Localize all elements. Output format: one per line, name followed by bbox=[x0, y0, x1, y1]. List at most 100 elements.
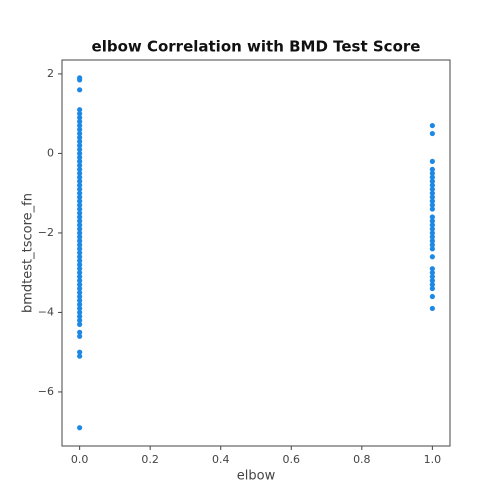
point bbox=[77, 119, 83, 125]
point bbox=[77, 230, 83, 236]
point bbox=[77, 87, 83, 93]
point bbox=[77, 250, 83, 256]
point bbox=[77, 278, 83, 284]
point bbox=[77, 150, 83, 157]
point bbox=[77, 178, 83, 184]
point bbox=[77, 166, 83, 172]
chart-title: elbow Correlation with BMD Test Score bbox=[92, 38, 421, 56]
point bbox=[77, 134, 83, 141]
point bbox=[77, 329, 83, 335]
point bbox=[429, 293, 435, 300]
point bbox=[429, 266, 435, 272]
point bbox=[77, 77, 83, 83]
point bbox=[77, 182, 83, 188]
y-axis-label: bmdtest_tscore_fn bbox=[21, 193, 36, 313]
point bbox=[429, 274, 435, 280]
point bbox=[429, 285, 435, 292]
point bbox=[77, 262, 83, 268]
point bbox=[429, 270, 435, 276]
point bbox=[77, 170, 83, 176]
point bbox=[429, 182, 435, 188]
point bbox=[77, 282, 83, 288]
point bbox=[77, 234, 83, 240]
point bbox=[77, 285, 83, 292]
y-tick-label: −2 bbox=[38, 226, 54, 239]
point bbox=[77, 289, 83, 296]
point bbox=[429, 186, 435, 192]
point bbox=[77, 174, 83, 180]
point bbox=[77, 309, 83, 316]
point bbox=[77, 190, 83, 196]
point bbox=[77, 353, 83, 359]
x-axis-label: elbow bbox=[237, 469, 276, 484]
point bbox=[77, 425, 83, 431]
point bbox=[77, 218, 83, 224]
point bbox=[429, 254, 435, 260]
point bbox=[77, 206, 83, 212]
point bbox=[429, 278, 435, 284]
point bbox=[77, 142, 83, 149]
point bbox=[77, 107, 83, 113]
point bbox=[429, 122, 435, 129]
point bbox=[77, 126, 83, 133]
point bbox=[77, 186, 83, 192]
point bbox=[77, 111, 83, 117]
x-tick-label: 0.6 bbox=[283, 453, 301, 466]
plot-frame bbox=[61, 59, 451, 447]
y-tick-label: −4 bbox=[38, 305, 54, 318]
point bbox=[77, 162, 83, 168]
point bbox=[429, 194, 435, 200]
point bbox=[77, 146, 83, 153]
x-tick-label: 0.8 bbox=[353, 453, 371, 466]
point bbox=[77, 270, 83, 276]
point bbox=[77, 266, 83, 272]
point bbox=[77, 115, 83, 121]
point bbox=[77, 258, 83, 264]
point bbox=[429, 226, 435, 232]
point bbox=[429, 214, 435, 220]
point bbox=[429, 166, 435, 172]
point bbox=[429, 178, 435, 184]
point bbox=[77, 138, 83, 145]
point bbox=[77, 158, 83, 164]
point bbox=[77, 313, 83, 320]
point bbox=[77, 202, 83, 208]
point bbox=[77, 214, 83, 220]
point bbox=[429, 130, 435, 137]
x-tick-label: 0.0 bbox=[71, 453, 89, 466]
point bbox=[429, 230, 435, 236]
point bbox=[77, 246, 83, 252]
y-tick-label: 2 bbox=[47, 67, 54, 80]
point bbox=[429, 202, 435, 208]
point bbox=[77, 242, 83, 248]
point bbox=[429, 246, 435, 252]
point bbox=[429, 282, 435, 288]
point bbox=[429, 190, 435, 196]
point bbox=[77, 198, 83, 204]
point bbox=[77, 317, 83, 323]
point bbox=[77, 226, 83, 232]
point bbox=[77, 321, 83, 327]
point bbox=[429, 242, 435, 248]
point bbox=[429, 170, 435, 176]
point bbox=[429, 206, 435, 212]
point bbox=[77, 238, 83, 244]
y-tick-label: 0 bbox=[47, 146, 54, 159]
y-tick-label: −6 bbox=[38, 385, 54, 398]
point bbox=[429, 158, 435, 164]
point bbox=[429, 198, 435, 204]
point bbox=[429, 234, 435, 240]
point bbox=[429, 174, 435, 180]
point bbox=[77, 254, 83, 260]
point bbox=[429, 238, 435, 244]
point bbox=[77, 154, 83, 160]
point bbox=[429, 222, 435, 228]
x-tick-label: 1.0 bbox=[424, 453, 442, 466]
point bbox=[77, 333, 83, 339]
point bbox=[77, 274, 83, 280]
point bbox=[77, 349, 83, 355]
x-tick-label: 0.4 bbox=[212, 453, 230, 466]
point bbox=[77, 194, 83, 200]
point bbox=[429, 305, 435, 312]
